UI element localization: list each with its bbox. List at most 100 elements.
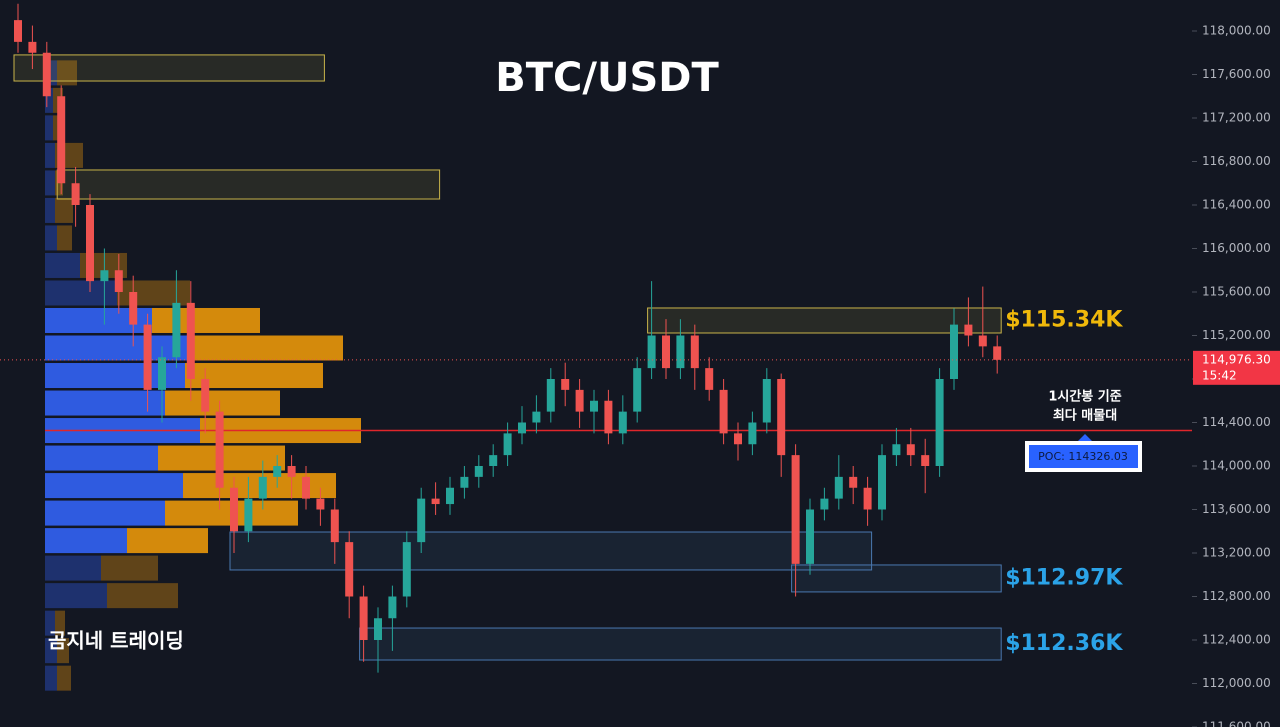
- profile-sell: [101, 555, 158, 581]
- candle-body: [964, 324, 973, 336]
- poc-label: POC: 114326.03: [1038, 450, 1128, 463]
- candle-body: [215, 411, 224, 488]
- zone: [647, 307, 1002, 334]
- profile-sell: [55, 197, 73, 223]
- candle-body: [446, 487, 454, 505]
- candle-body: [748, 422, 757, 445]
- candle-body: [201, 378, 210, 412]
- profile-sell: [57, 638, 69, 664]
- candle-body: [302, 476, 310, 499]
- profile-buy: [45, 252, 80, 278]
- candle-body: [590, 400, 598, 412]
- profile-buy: [45, 445, 158, 471]
- zone: [359, 627, 1002, 661]
- y-tick-label: 116,000.00: [1202, 241, 1271, 255]
- candle-body: [806, 509, 814, 564]
- zone: [229, 531, 873, 571]
- y-tick-label: 115,600.00: [1202, 284, 1271, 298]
- candle-body: [158, 357, 166, 390]
- last-price-label: 114,976.30: [1202, 352, 1271, 366]
- y-tick-label: 116,400.00: [1202, 197, 1271, 211]
- y-tick-label: 112,400.00: [1202, 632, 1271, 646]
- y-tick-label: 117,200.00: [1202, 110, 1271, 124]
- profile-sell: [107, 583, 178, 609]
- candle-body: [777, 378, 786, 456]
- candle-body: [863, 487, 872, 510]
- profile-buy: [45, 390, 165, 416]
- profile-buy: [45, 638, 57, 664]
- candle-body: [28, 41, 37, 53]
- zone: [791, 564, 1002, 593]
- profile-sell: [152, 307, 260, 333]
- y-tick-label: 118,000.00: [1202, 23, 1271, 37]
- candle-body: [647, 335, 656, 369]
- candle-body: [258, 476, 267, 499]
- profile-buy: [45, 665, 57, 691]
- profile-buy: [45, 528, 127, 554]
- poc-note: 1시간봉 기준: [1048, 389, 1121, 405]
- poc-note: 최다 매물대: [1053, 408, 1117, 424]
- zone-label: $112.97K: [1005, 565, 1123, 590]
- candle-body: [402, 542, 411, 597]
- y-tick-label: 112,000.00: [1202, 676, 1271, 690]
- candle-body: [993, 346, 1002, 360]
- profile-buy: [45, 473, 183, 499]
- chart-title: BTC/USDT: [495, 55, 719, 101]
- candle-body: [705, 368, 714, 390]
- candle-body: [978, 335, 987, 347]
- candles: [14, 3, 1002, 673]
- candle-body: [489, 455, 498, 466]
- candle-body: [42, 52, 51, 97]
- y-tick-label: 114,400.00: [1202, 415, 1271, 429]
- profile-sell: [55, 610, 65, 636]
- profile-buy: [45, 555, 101, 581]
- profile-sell: [53, 115, 61, 141]
- candle-body: [618, 411, 627, 434]
- candle-body: [518, 422, 526, 434]
- zone: [13, 54, 325, 82]
- candle-body: [546, 378, 555, 412]
- candle-body: [273, 465, 282, 477]
- candle-body: [230, 487, 238, 532]
- candle-body: [849, 476, 858, 488]
- y-tick-label: 116,800.00: [1202, 154, 1271, 168]
- last-price-box: [1193, 350, 1280, 385]
- candle-body: [374, 618, 382, 640]
- zone-label: $112.36K: [1005, 631, 1123, 656]
- candle-body: [762, 378, 771, 423]
- countdown: 15:42: [1202, 368, 1237, 382]
- zone-label: $115.34K: [1005, 307, 1123, 332]
- profile-buy: [45, 170, 55, 196]
- y-tick-label: 113,600.00: [1202, 502, 1271, 516]
- candle-body: [359, 596, 368, 640]
- candle-body: [14, 20, 22, 42]
- profile-sell: [117, 280, 190, 306]
- candle-body: [503, 433, 512, 456]
- candle-body: [287, 465, 296, 477]
- profile-sell: [190, 335, 343, 361]
- candle-body: [892, 444, 901, 456]
- profile-buy: [45, 197, 55, 223]
- candle-body: [532, 411, 541, 423]
- candle-body: [330, 509, 339, 543]
- profile-buy: [45, 583, 107, 609]
- profile-sell: [165, 390, 280, 416]
- candle-body: [950, 324, 958, 379]
- candle-body: [474, 465, 483, 477]
- profile-buy: [45, 115, 53, 141]
- candle-body: [662, 335, 670, 369]
- candle-body: [345, 542, 354, 597]
- candle-body: [834, 476, 843, 499]
- candle-body: [820, 498, 829, 510]
- profile-sell: [57, 665, 71, 691]
- candle-body: [417, 498, 426, 543]
- candle-body: [316, 498, 325, 510]
- profile-buy: [45, 500, 165, 526]
- candle-body: [921, 455, 930, 466]
- candle-body: [734, 433, 742, 445]
- candle-body: [935, 378, 944, 466]
- zone: [56, 169, 441, 200]
- candle-body: [431, 498, 440, 505]
- candle-body: [575, 389, 584, 412]
- candle-body: [143, 324, 152, 390]
